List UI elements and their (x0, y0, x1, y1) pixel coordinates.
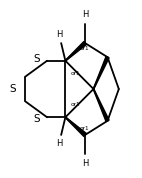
Polygon shape (65, 41, 86, 61)
Text: or1: or1 (79, 126, 89, 131)
Text: H: H (56, 30, 62, 39)
Text: or1: or1 (71, 71, 81, 76)
Text: S: S (34, 114, 40, 124)
Polygon shape (65, 117, 86, 137)
Text: or1: or1 (71, 101, 81, 106)
Text: H: H (82, 159, 88, 168)
Text: S: S (34, 54, 40, 64)
Text: H: H (82, 10, 88, 19)
Text: or1: or1 (79, 46, 89, 51)
Polygon shape (93, 89, 109, 122)
Text: S: S (10, 84, 16, 94)
Text: H: H (56, 139, 62, 148)
Polygon shape (93, 56, 109, 89)
